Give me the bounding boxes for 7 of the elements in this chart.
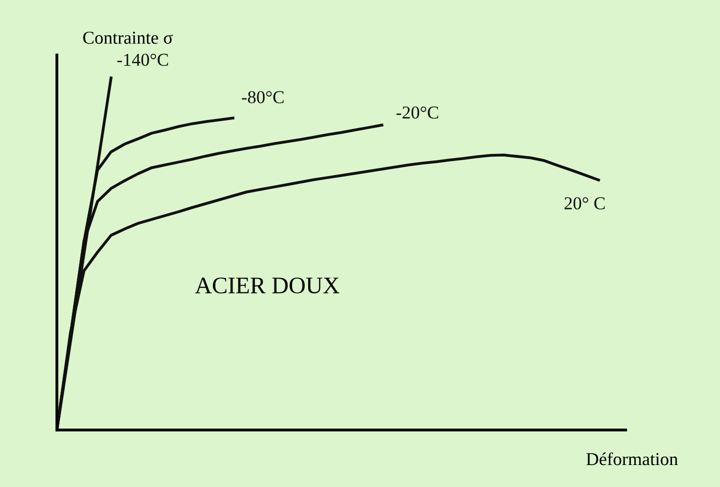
x-axis-title: Déformation [586,452,678,466]
series-label: 20° C [564,197,605,210]
series-label: -20°C [396,106,438,119]
series-label: -140°C [117,54,168,66]
series-label: -80°C [242,91,284,104]
annotation: ACIER DOUX [195,278,340,294]
y-axis-title: Contrainte σ [83,32,173,44]
